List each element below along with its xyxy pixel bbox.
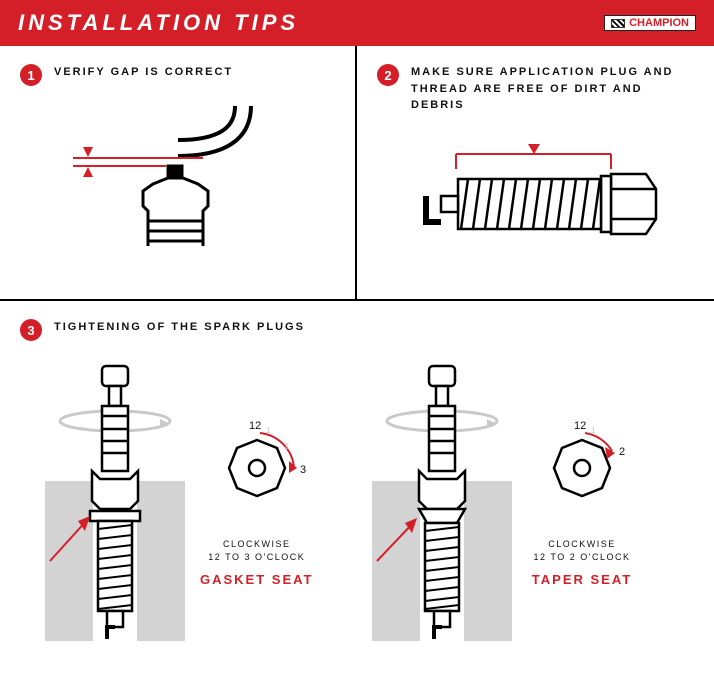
- step-2-panel: 2 MAKE SURE APPLICATION PLUG AND THREAD …: [357, 46, 714, 301]
- clock-3-label: 3: [300, 464, 306, 476]
- gasket-column: 12 3 1 2 CLOCKWISE12 TO 3 O'CLOCK GASKET…: [40, 361, 347, 641]
- taper-clockwise-label: CLOCKWISE12 TO 2 O'CLOCK: [527, 538, 637, 563]
- header-bar: INSTALLATION TIPS CHAMPION: [0, 0, 714, 46]
- step-2-badge: 2: [377, 64, 399, 86]
- flag-icon: [611, 19, 625, 28]
- step-3-badge: 3: [20, 319, 42, 341]
- brand-logo: CHAMPION: [604, 15, 696, 31]
- svg-text:1: 1: [266, 426, 271, 435]
- clock-12-label: 12: [574, 420, 586, 432]
- step-2-title: MAKE SURE APPLICATION PLUG AND THREAD AR…: [411, 64, 694, 114]
- svg-text:1: 1: [591, 426, 596, 435]
- taper-column: 12 2 1 CLOCKWISE12 TO 2 O'CLOCK TAPER SE…: [367, 361, 674, 641]
- taper-plug-svg: [367, 361, 517, 641]
- header-title: INSTALLATION TIPS: [18, 10, 299, 36]
- tightening-row: 12 3 1 2 CLOCKWISE12 TO 3 O'CLOCK GASKET…: [20, 361, 694, 641]
- taper-seat-label: TAPER SEAT: [527, 572, 637, 587]
- gasket-clock-svg: 12 3 1 2: [202, 415, 312, 525]
- gasket-plug-svg: [40, 361, 190, 641]
- thread-diagram: [377, 134, 694, 274]
- step-3-head: 3 TIGHTENING OF THE SPARK PLUGS: [20, 319, 694, 341]
- thread-svg: [386, 134, 686, 274]
- taper-clock-box: 12 2 1 CLOCKWISE12 TO 2 O'CLOCK TAPER SE…: [527, 415, 637, 586]
- clock-2-label: 2: [619, 446, 625, 458]
- clock-12-label: 12: [249, 420, 261, 432]
- gap-svg: [48, 106, 308, 266]
- gap-diagram: [20, 106, 335, 266]
- gasket-clockwise-label: CLOCKWISE12 TO 3 O'CLOCK: [200, 538, 314, 563]
- step-3-panel: 3 TIGHTENING OF THE SPARK PLUGS: [0, 301, 714, 661]
- gasket-seat-label: GASKET SEAT: [200, 572, 314, 587]
- step-3-title: TIGHTENING OF THE SPARK PLUGS: [54, 319, 305, 336]
- svg-text:2: 2: [284, 442, 289, 451]
- step-1-panel: 1 VERIFY GAP IS CORRECT: [0, 46, 357, 301]
- gasket-clock-box: 12 3 1 2 CLOCKWISE12 TO 3 O'CLOCK GASKET…: [200, 415, 314, 586]
- logo-text: CHAMPION: [629, 17, 689, 29]
- step-2-head: 2 MAKE SURE APPLICATION PLUG AND THREAD …: [377, 64, 694, 114]
- content-grid: 1 VERIFY GAP IS CORRECT: [0, 46, 714, 661]
- step-1-title: VERIFY GAP IS CORRECT: [54, 64, 233, 81]
- step-1-head: 1 VERIFY GAP IS CORRECT: [20, 64, 335, 86]
- taper-clock-svg: 12 2 1: [527, 415, 637, 525]
- step-1-badge: 1: [20, 64, 42, 86]
